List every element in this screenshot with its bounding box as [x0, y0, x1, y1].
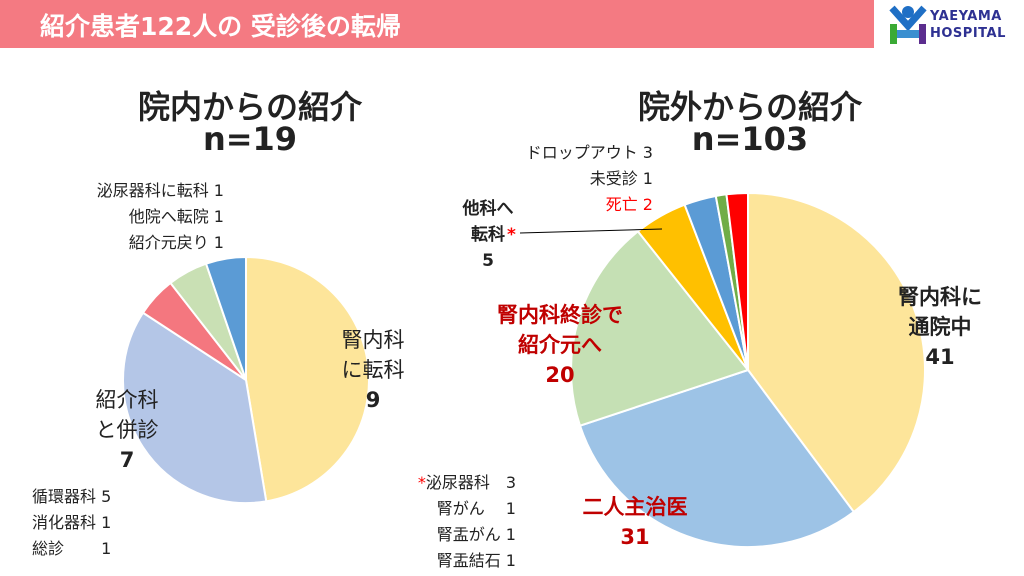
label-death: 死亡 2 [605, 195, 653, 214]
value-concurrent: 7 [119, 448, 135, 472]
label-continue: 通院中 [908, 315, 972, 339]
label-nephro: に転科 [341, 358, 405, 382]
logo-icon [889, 5, 927, 44]
value-end: 20 [545, 363, 575, 387]
pie-slice [578, 368, 856, 548]
sub-item: 泌尿器科 3 [425, 473, 516, 492]
header-bar: 紹介患者122人の 受診後の転帰 [0, 0, 874, 48]
leader-line [519, 228, 663, 234]
value-nephro: 9 [365, 388, 381, 412]
label-other-hospital: 他院へ転院 1 [128, 207, 224, 226]
pie-slice [725, 191, 749, 371]
label-end: 紹介元へ [518, 333, 602, 357]
value-continue: 41 [925, 345, 955, 369]
asterisk: * [417, 473, 426, 492]
label-return: 紹介元戻り 1 [128, 233, 224, 252]
value-other-dept: 5 [482, 251, 494, 271]
label-no-visit: 未受診 1 [589, 169, 653, 188]
sub-item: 腎がん 1 [436, 499, 516, 518]
sub-item: 総診 1 [32, 539, 112, 558]
label-other-dept: 他科へ転科 [462, 199, 514, 245]
pie-slice [245, 255, 370, 503]
left-chart-title: 院内からの紹介 [137, 88, 362, 126]
right-chart-title: 院外からの紹介 [637, 88, 862, 126]
asterisk: * [507, 225, 516, 245]
label-two-doctors: 二人主治医 [582, 495, 688, 519]
sub-item: 腎盂結石 1 [436, 551, 516, 570]
left-chart-n: n=19 [202, 120, 298, 158]
right-chart-n: n=103 [691, 120, 809, 158]
label-urology: 泌尿器科に転科 1 [96, 181, 224, 200]
hospital-logo: YAEYAMA HOSPITAL [888, 4, 1018, 46]
sub-item: 消化器科 1 [32, 513, 112, 532]
label-continue: 腎内科に [898, 285, 982, 309]
sub-item: 循環器科 5 [32, 487, 112, 506]
value-two-doctors: 31 [620, 525, 650, 549]
pie-slice [204, 255, 247, 381]
label-nephro: 腎内科 [341, 328, 405, 352]
pie-slice [570, 229, 750, 427]
sub-item: 腎盂がん 1 [436, 525, 516, 544]
label-concurrent: と併診 [95, 418, 159, 442]
pie-slice [747, 191, 926, 514]
label-end: 腎内科終診で [497, 303, 623, 327]
logo-text: YAEYAMA [930, 9, 1002, 24]
label-concurrent: 紹介科 [95, 388, 159, 412]
pie-slice [122, 311, 268, 504]
logo-text: HOSPITAL [930, 26, 1006, 41]
slide-title: 紹介患者122人の 受診後の転帰 [40, 12, 401, 41]
label-dropout: ドロップアウト 3 [525, 143, 653, 162]
